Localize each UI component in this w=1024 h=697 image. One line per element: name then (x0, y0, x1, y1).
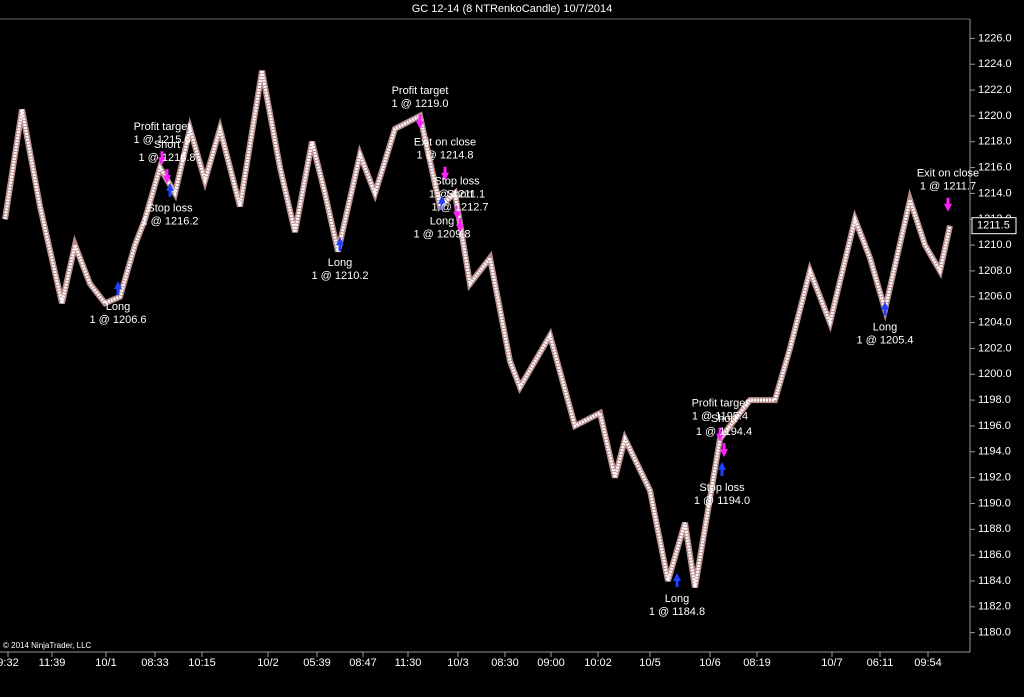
trade-marker (336, 237, 344, 252)
trade-marker (441, 166, 449, 181)
x-tick-label: 09:00 (537, 657, 565, 669)
trade-price: 1 @ 1215.6 (133, 134, 190, 146)
y-tick-label: 1206.0 (978, 291, 1012, 303)
x-tick-label: 10/2 (257, 657, 278, 669)
x-tick-label: 08:19 (743, 657, 771, 669)
last-price-label: 1211.5 (977, 220, 1010, 232)
trade-marker (716, 427, 724, 442)
y-tick-label: 1208.0 (978, 265, 1012, 277)
trade-label: Long (873, 322, 897, 334)
y-tick-label: 1198.0 (978, 394, 1011, 406)
trade-label: Long (430, 216, 454, 228)
trade-price: 1 @ 1210.2 (311, 270, 368, 282)
trade-price: 1 @ 1211.1 (429, 188, 485, 200)
trade-label: Stop loss (147, 203, 193, 215)
y-tick-label: 1216.0 (978, 161, 1012, 173)
trade-label: Stop loss (699, 482, 745, 494)
trade-label: Exit on close (414, 137, 476, 149)
y-tick-label: 1214.0 (978, 187, 1012, 199)
y-tick-label: 1200.0 (978, 368, 1012, 380)
x-tick-label: 10/7 (821, 657, 842, 669)
y-tick-label: 1210.0 (978, 239, 1012, 251)
y-tick-label: 1186.0 (978, 549, 1011, 561)
trade-price: 1 @ 1205.4 (856, 335, 913, 347)
y-tick-label: 1220.0 (978, 110, 1012, 122)
trade-label: Long (328, 257, 352, 269)
trade-marker (158, 151, 166, 166)
trade-label: Profit target (692, 398, 749, 410)
copyright: © 2014 NinjaTrader, LLC (3, 641, 92, 650)
x-tick-label: 10/5 (639, 657, 660, 669)
x-tick-label: 11:30 (395, 657, 422, 669)
trade-price: 1 @ 1209.8 (413, 229, 470, 241)
trade-price: 1 @ 1216.8 (138, 152, 195, 164)
y-tick-label: 1180.0 (978, 627, 1011, 639)
trade-marker (163, 169, 171, 184)
trade-marker (453, 205, 461, 220)
x-tick-label: 10/1 (95, 657, 116, 669)
trade-marker (114, 280, 122, 295)
trade-price: 1 @ 1206.6 (89, 314, 146, 326)
trade-label: Profit target (392, 85, 449, 97)
x-tick-label: 9:32 (0, 657, 19, 669)
trade-label: Long (665, 593, 689, 605)
trade-marker (416, 115, 424, 130)
x-tick-label: 10/3 (447, 657, 468, 669)
trade-label: Stop loss (434, 175, 480, 187)
y-tick-label: 1184.0 (978, 575, 1011, 587)
chart-title: GC 12-14 (8 NTRenkoCandle) 10/7/2014 (412, 3, 613, 15)
y-tick-label: 1192.0 (978, 472, 1011, 484)
trade-label: Short (154, 139, 180, 151)
trade-label: Short (711, 413, 737, 425)
x-tick-label: 08:33 (141, 657, 169, 669)
x-tick-label: 10/6 (699, 657, 720, 669)
y-tick-label: 1222.0 (978, 84, 1012, 96)
y-tick-label: 1190.0 (978, 497, 1011, 509)
y-tick-label: 1188.0 (978, 523, 1011, 535)
trade-price: 1 @ 1184.8 (649, 606, 705, 618)
trade-price: 1 @ 1212.7 (431, 201, 488, 213)
trade-label: Short (447, 188, 473, 200)
trade-price: 1 @ 1195.4 (692, 411, 748, 423)
price-path (3, 70, 952, 588)
x-tick-label: 10:15 (188, 657, 216, 669)
trade-label: Long (106, 301, 130, 313)
trade-price: 1 @ 1214.8 (416, 150, 473, 162)
trade-marker (438, 195, 446, 210)
trade-price: 1 @ 1219.0 (391, 98, 448, 110)
y-tick-label: 1202.0 (978, 342, 1012, 354)
trade-marker (673, 572, 681, 587)
x-tick-label: 11:39 (39, 657, 66, 669)
trade-price: 1 @ 1216.2 (141, 216, 198, 228)
trade-label: Profit target (134, 121, 191, 133)
x-tick-label: 05:39 (303, 657, 331, 669)
y-tick-label: 1226.0 (978, 32, 1012, 44)
y-tick-label: 1224.0 (978, 58, 1012, 70)
x-tick-label: 09:54 (914, 657, 942, 669)
trade-price: 1 @ 1211.7 (920, 181, 976, 193)
trade-marker (456, 218, 464, 233)
x-tick-label: 08:30 (491, 657, 519, 669)
y-tick-label: 1194.0 (978, 446, 1011, 458)
last-price-box (971, 217, 1017, 235)
y-tick-label: 1182.0 (978, 601, 1011, 613)
trade-price: 1 @ 1194.0 (694, 495, 750, 507)
y-tick-label: 1204.0 (978, 316, 1012, 328)
trade-marker (720, 443, 728, 458)
trade-price: 1 @ 1194.4 (696, 426, 752, 438)
trade-marker (881, 301, 889, 316)
trade-marker (718, 461, 726, 476)
x-tick-label: 06:11 (867, 657, 894, 669)
trade-label: Exit on close (917, 168, 979, 180)
y-tick-label: 1218.0 (978, 136, 1012, 148)
trade-marker (944, 197, 952, 212)
trade-marker (166, 182, 174, 197)
x-tick-label: 08:47 (349, 657, 377, 669)
x-tick-label: 10:02 (584, 657, 612, 669)
y-tick-label: 1196.0 (978, 420, 1011, 432)
